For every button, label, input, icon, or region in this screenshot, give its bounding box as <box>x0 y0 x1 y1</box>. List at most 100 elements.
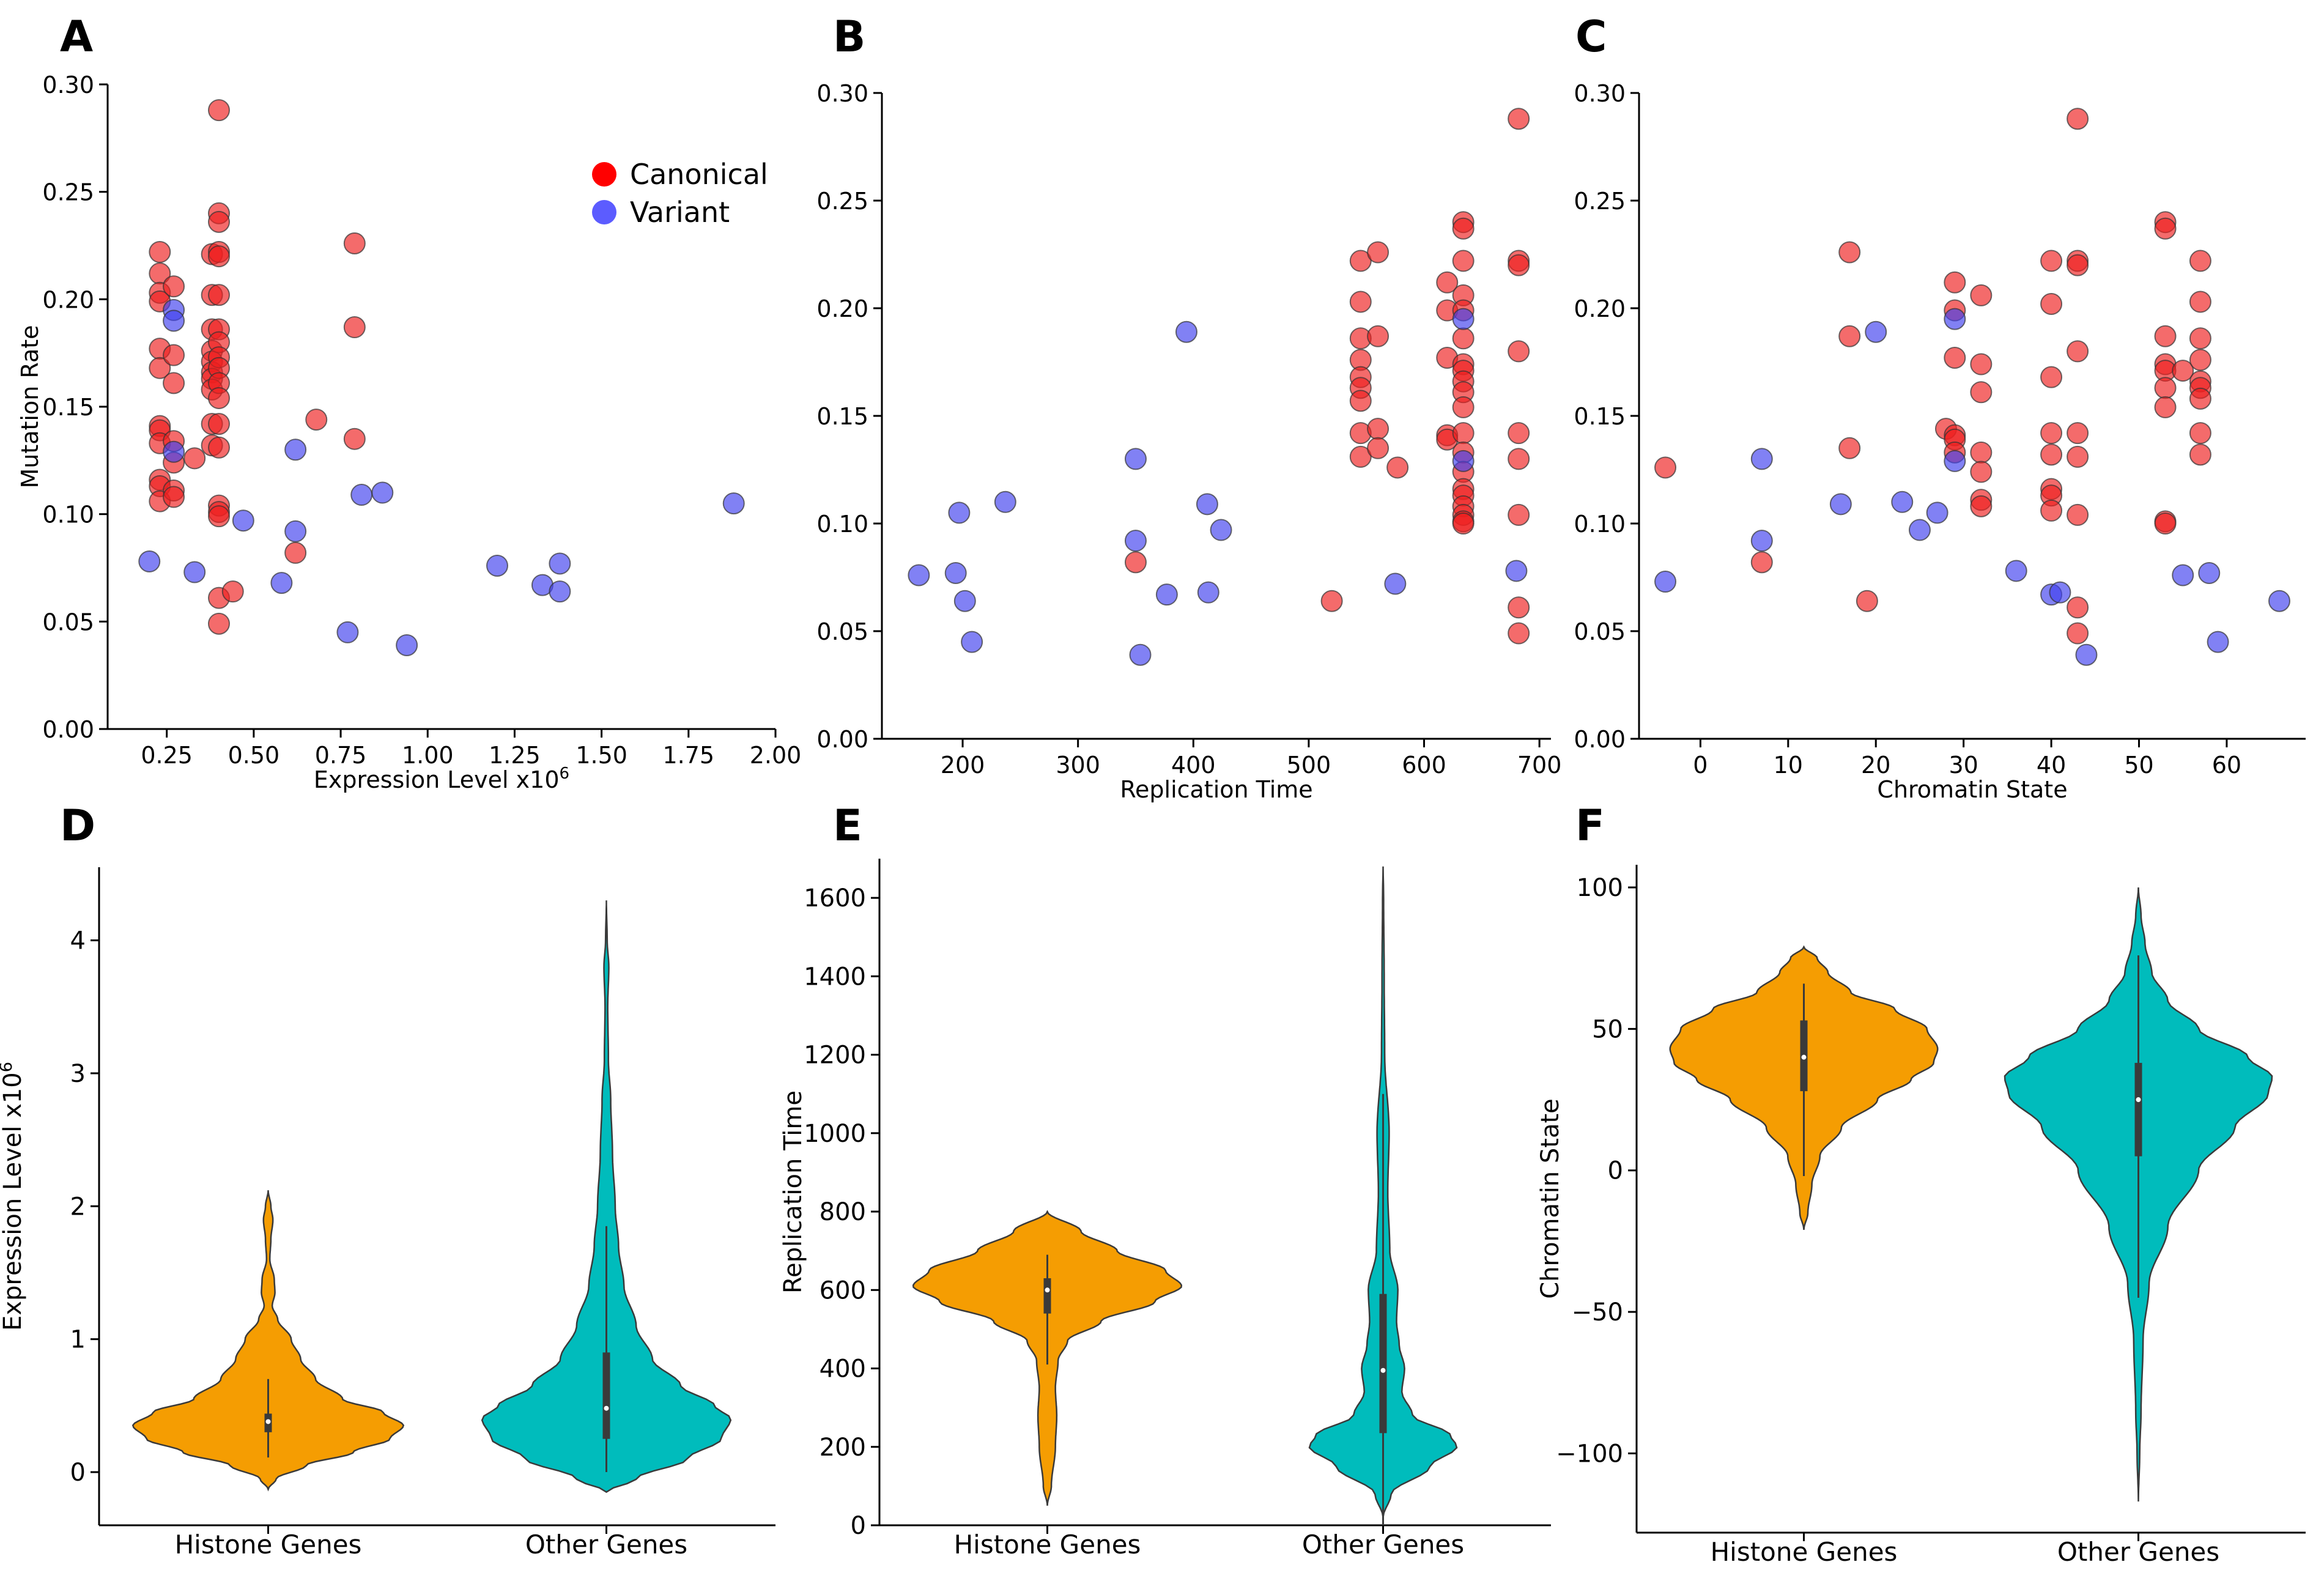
data-point-variant <box>953 590 976 612</box>
data-point-canonical <box>1508 503 1530 526</box>
data-point-variant <box>1891 490 1914 513</box>
data-point-canonical <box>1838 437 1861 459</box>
x-tick-label: 200 <box>941 752 985 779</box>
x-tick-label: 0.75 <box>315 742 367 769</box>
legend: Canonical Variant <box>592 158 768 229</box>
y-tick-label: −50 <box>1572 1298 1623 1327</box>
data-point-variant <box>1452 450 1475 472</box>
data-point-canonical <box>2154 396 2177 418</box>
y-tick-label: 0.10 <box>816 511 868 538</box>
data-point-variant <box>944 561 967 584</box>
violin-median-dot <box>265 1419 271 1424</box>
data-point-variant <box>1865 320 1887 343</box>
data-point-variant <box>1750 530 1773 552</box>
violin-median-dot <box>2136 1097 2141 1103</box>
data-point-variant <box>549 580 571 603</box>
data-point-canonical <box>1124 551 1147 574</box>
data-point-canonical <box>2189 443 2211 466</box>
y-tick-label: 0.20 <box>42 286 94 313</box>
x-tick-label: 60 <box>2212 752 2241 779</box>
y-tick-label: 1200 <box>804 1042 866 1070</box>
data-point-canonical <box>1452 422 1475 445</box>
data-point-variant <box>1124 448 1147 470</box>
y-axis-label-superscript: 6 <box>0 1062 16 1072</box>
data-point-variant <box>163 309 185 332</box>
x-tick-label: 20 <box>1861 752 1890 779</box>
data-point-variant <box>1129 643 1152 666</box>
x-tick-label: 50 <box>2124 752 2153 779</box>
data-point-canonical <box>163 344 185 366</box>
legend-marker-canonical <box>592 162 616 187</box>
data-point-canonical <box>1944 346 1966 369</box>
violin-iqr-box <box>1379 1293 1387 1434</box>
data-point-variant <box>1750 448 1773 470</box>
data-point-variant <box>336 621 359 643</box>
x-tick-label: Other Genes <box>525 1530 687 1560</box>
violin-iqr-box <box>602 1352 610 1439</box>
data-point-canonical <box>1654 456 1677 479</box>
data-point-canonical <box>2067 622 2089 645</box>
y-axis-label: Mutation Rate <box>17 325 43 488</box>
data-point-variant <box>163 440 185 463</box>
data-point-canonical <box>2040 250 2063 272</box>
data-point-variant <box>2268 590 2290 612</box>
data-point-canonical <box>208 612 230 635</box>
y-axis-label: Replication Time <box>779 1090 807 1293</box>
data-point-variant <box>1944 308 1966 330</box>
panel-letter-d: D <box>60 801 95 851</box>
y-tick-label: 0.15 <box>1574 403 1626 430</box>
violin-panel-f: −100 −50 0 50 100 Histone Genes Other Genes Chr… <box>1536 865 2306 1567</box>
y-tick-label: 0.05 <box>816 618 868 645</box>
data-point-canonical <box>1508 254 1530 276</box>
x-axis-label: Expression Level x106 <box>314 764 569 793</box>
x-tick-label: 1.75 <box>663 742 715 769</box>
data-point-canonical <box>183 447 206 470</box>
data-point-canonical <box>1508 108 1530 130</box>
data-point-canonical <box>2067 445 2089 468</box>
data-point-variant <box>1452 308 1475 330</box>
data-point-canonical <box>208 505 230 528</box>
data-point-canonical <box>149 357 171 379</box>
data-point-canonical <box>1750 551 1773 574</box>
data-point-variant <box>2049 581 2071 604</box>
violin-iqr-box <box>1043 1278 1051 1314</box>
data-point-canonical <box>1367 418 1390 440</box>
data-point-canonical <box>2040 422 2063 445</box>
data-point-canonical <box>1508 340 1530 363</box>
y-tick-label: 100 <box>1577 874 1623 902</box>
data-point-variant <box>948 501 971 524</box>
data-point-canonical <box>1838 241 1861 264</box>
violin-body-other <box>481 900 732 1493</box>
data-point-canonical <box>2172 360 2194 382</box>
data-point-variant <box>486 554 508 577</box>
x-tick-label: 0.50 <box>228 742 280 769</box>
data-point-canonical <box>1349 390 1372 412</box>
y-tick-label: 800 <box>820 1198 866 1226</box>
data-point-canonical <box>1508 422 1530 445</box>
data-point-variant <box>1384 572 1407 595</box>
x-tick-label: Histone Genes <box>175 1530 362 1560</box>
data-point-variant <box>961 631 983 653</box>
panel-letter-e: E <box>833 801 862 851</box>
data-point-canonical <box>2040 499 2063 522</box>
data-point-canonical <box>208 387 230 409</box>
data-point-variant <box>350 484 373 506</box>
data-point-canonical <box>208 284 230 306</box>
data-point-canonical <box>1452 250 1475 272</box>
data-point-canonical <box>2067 503 2089 526</box>
data-point-canonical <box>1508 596 1530 619</box>
scatter-panel-b: 0.00 0.05 0.10 0.15 0.20 0.25 0.30 200 300 400 500… <box>816 80 1561 803</box>
data-point-canonical <box>163 275 185 298</box>
violin-median-dot <box>1801 1054 1807 1060</box>
y-tick-label: 600 <box>820 1276 866 1305</box>
x-tick-label: 500 <box>1287 752 1331 779</box>
y-tick-label: 2 <box>70 1193 86 1221</box>
violin-median-dot <box>1045 1287 1050 1293</box>
data-point-variant <box>722 492 745 515</box>
data-point-variant <box>232 509 254 532</box>
panel-letter-f: F <box>1575 801 1605 851</box>
x-tick-label: 30 <box>1948 752 1978 779</box>
data-point-canonical <box>163 372 185 394</box>
y-tick-label: 400 <box>820 1355 866 1383</box>
